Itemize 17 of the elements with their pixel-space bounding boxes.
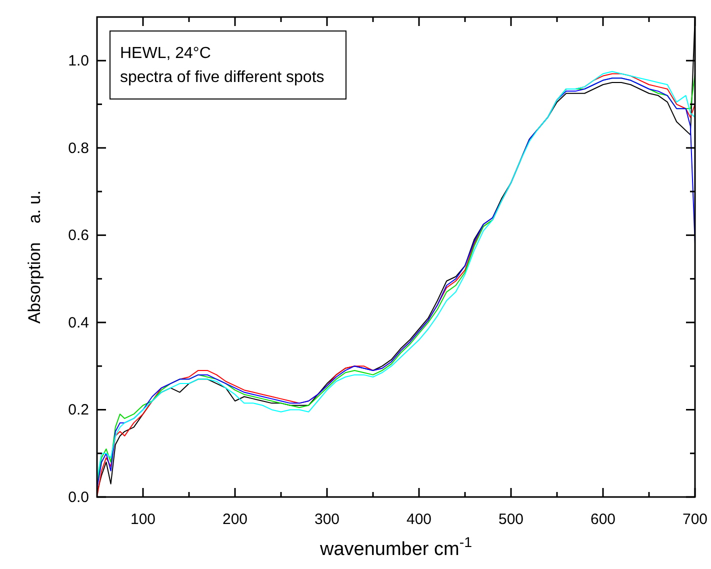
y-tick-label: 0.2	[68, 402, 89, 419]
x-tick-label: 200	[222, 511, 248, 528]
y-tick-label: 0.6	[68, 227, 89, 244]
y-axis-title: Absorption a. u.	[25, 190, 44, 324]
annotation: spectra of five different spots	[120, 69, 324, 86]
y-tick-label: 0.4	[68, 314, 89, 332]
x-tick-label: 500	[498, 511, 524, 528]
x-tick-label: 400	[406, 511, 432, 528]
y-tick-label: 0.8	[68, 140, 89, 157]
x-tick-label: 600	[590, 511, 616, 528]
y-tick-label: 0.0	[68, 489, 89, 506]
x-axis-title: wavenumber cm$^{-1}$	[318, 535, 472, 560]
x-tick-label: 300	[314, 511, 340, 528]
x-tick-label: 100	[130, 511, 156, 528]
y-tick-label: 1.0	[68, 52, 89, 70]
annotation: HEWL, 24°C	[120, 45, 211, 62]
x-tick-label: 700	[682, 511, 708, 528]
